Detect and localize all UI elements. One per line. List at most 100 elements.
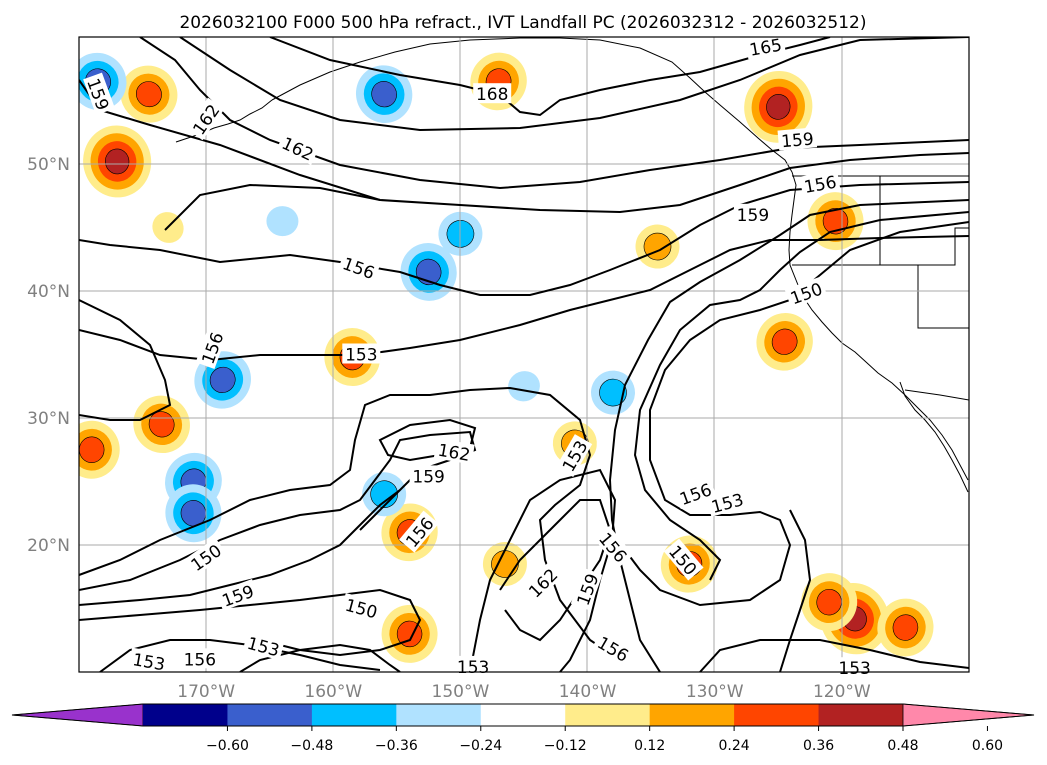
colorbar-tick-label: −0.48 — [290, 738, 333, 754]
contour-label-text: 168 — [476, 85, 508, 105]
shading-level — [135, 81, 162, 108]
colorbar-segment — [227, 704, 313, 726]
contour-line-153-east — [633, 211, 969, 581]
contour-line-156-north — [79, 181, 969, 296]
contour-label-bg — [673, 477, 717, 510]
colorbar-tick-label: −0.36 — [375, 738, 418, 754]
colorbar-segment — [396, 704, 482, 726]
contour-label-bg — [570, 567, 603, 611]
contour-label-bg — [777, 127, 818, 151]
contour-label-text: 153 — [457, 658, 489, 678]
contour-label: 159 — [733, 203, 772, 226]
contour-label-bg — [784, 276, 828, 309]
colorbar: −0.60 −0.48 −0.36 −0.24 −0.12 0.12 0.24 0.36 0.4… — [11, 703, 1035, 754]
colorbar-segment — [649, 704, 735, 726]
contour-line-156-east — [608, 199, 969, 672]
colorbar-tick-label: 0.12 — [634, 738, 665, 754]
shading-patch — [591, 370, 635, 415]
colorbar-extend-high — [902, 703, 1035, 727]
x-tick-label: 150°W — [432, 682, 490, 702]
contour-label-bg — [706, 487, 749, 517]
shading-level — [508, 371, 540, 402]
contour-line-159-north — [79, 79, 969, 214]
baja-coastline — [899, 381, 969, 493]
contour-line-159-tropic-b — [469, 468, 617, 672]
contour-label-bg — [592, 630, 635, 667]
x-tick-label: 170°W — [177, 682, 235, 702]
contour-label: 153 — [835, 657, 874, 679]
shading-patch — [79, 420, 120, 479]
x-tick-label: 160°W — [304, 682, 362, 702]
contour-label: 168 — [473, 83, 512, 105]
contour-line-156-mid — [79, 299, 172, 421]
colorbar-segment — [818, 704, 904, 726]
contour-label-bg — [337, 251, 381, 284]
contour-label-bg — [663, 538, 704, 581]
contour-line-153-tropic — [79, 386, 621, 661]
y-tick-label: 30°N — [27, 409, 70, 429]
shading-patch — [355, 65, 413, 123]
contour-label: 153 — [454, 655, 493, 678]
shading-layer — [79, 52, 934, 663]
contour-label-bg — [276, 130, 320, 165]
contour-label-text: 159 — [780, 130, 814, 153]
shading-level — [766, 94, 791, 120]
state-border-az — [917, 265, 969, 329]
chart-title: 2026032100 F000 500 hPa refract., IVT La… — [179, 13, 866, 33]
contour-label: 159 — [777, 127, 818, 153]
contour-line-156-tropic — [79, 588, 422, 657]
contour-line-165 — [179, 37, 969, 132]
contour-label-bg — [340, 592, 383, 623]
contour-label-text: 153 — [838, 659, 870, 679]
colorbar-outline — [11, 703, 1035, 727]
colorbar-tick-label: 0.36 — [803, 738, 834, 754]
contour-label-bg — [128, 647, 170, 674]
contour-label-bg — [342, 343, 381, 364]
contour-line-159-mid — [164, 183, 381, 231]
contour-label: 153 — [128, 647, 170, 675]
shading-patch — [83, 125, 152, 198]
shading-patch — [266, 206, 299, 237]
contour-label-bg — [799, 170, 841, 197]
contour-label: 156 — [180, 648, 219, 670]
colorbar-segment — [143, 704, 228, 726]
shading-level — [209, 366, 236, 393]
contour-label: 159 — [409, 465, 448, 487]
contour-label-bg — [744, 33, 786, 60]
y-tick-label: 40°N — [27, 282, 70, 302]
contour-line-156-southeast — [779, 509, 812, 672]
contour-label-bg — [593, 525, 634, 568]
gridlines — [79, 37, 969, 672]
contour-label: 159 — [82, 72, 115, 116]
contour-label-text: 159 — [737, 206, 769, 226]
contour-label-bg — [186, 97, 225, 141]
alaska-coastline — [271, 37, 793, 173]
colorbar-segment — [565, 704, 651, 726]
contour-label-bg — [433, 438, 475, 465]
x-tick-label: 120°W — [813, 682, 871, 702]
shading-patch — [165, 484, 222, 543]
contour-label: 153 — [342, 343, 381, 366]
contour-label-bg — [473, 83, 512, 104]
shading-patch — [877, 598, 934, 657]
colorbar-tick-label: 0.24 — [719, 738, 750, 754]
contour-label-text: 156 — [184, 650, 216, 670]
shading-patch — [756, 313, 813, 371]
shading-patch — [120, 65, 178, 123]
colorbar-segment — [311, 704, 397, 726]
map-frame — [78, 36, 970, 673]
x-tick-label: 130°W — [686, 682, 744, 702]
contour-label-bg — [195, 326, 228, 370]
contour-line-153-south — [99, 639, 381, 672]
shading-level — [370, 480, 398, 509]
shading-level — [892, 614, 919, 641]
contour-label-bg — [555, 434, 593, 478]
contour-line-159-tropic — [79, 489, 401, 606]
colorbar-tick-label: 0.48 — [887, 738, 918, 754]
colorbar-extend-low — [11, 703, 144, 727]
y-tick-label: 50°N — [27, 155, 70, 175]
contour-label-bg — [733, 203, 772, 224]
colorbar-tick-label: −0.24 — [459, 738, 502, 754]
